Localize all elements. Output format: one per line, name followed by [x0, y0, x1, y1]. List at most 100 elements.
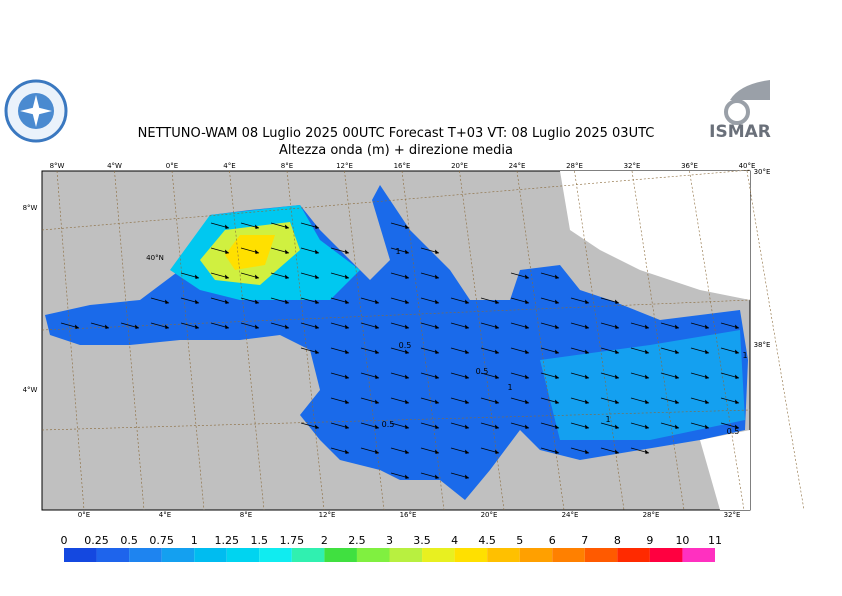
arrow-head — [645, 374, 649, 379]
arrow-head — [345, 299, 349, 304]
arrow-head — [435, 449, 439, 454]
arrow-head — [435, 399, 439, 404]
graticule-line — [171, 170, 205, 511]
arrow-head — [615, 349, 619, 354]
arrow-head — [405, 249, 409, 254]
arrow-head — [735, 374, 739, 379]
arrow-head — [675, 324, 679, 329]
legend-swatch — [194, 548, 227, 562]
arrow-head — [465, 399, 469, 404]
graticule-label: 40°N — [146, 254, 164, 262]
arrow-head — [435, 424, 439, 429]
arrow-head — [555, 299, 559, 304]
arrow-head — [585, 399, 589, 404]
arrow-head — [105, 324, 109, 329]
arrow-head — [465, 424, 469, 429]
legend-label: 9 — [646, 534, 653, 547]
contour-label: 0.5 — [476, 367, 489, 376]
legend-label: 0 — [61, 534, 68, 547]
arrow-head — [255, 249, 259, 254]
arrow-head — [495, 399, 499, 404]
arrow-head — [555, 399, 559, 404]
arrow-head — [375, 399, 379, 404]
arrow-head — [435, 299, 439, 304]
arrow-head — [315, 349, 319, 354]
graticule-label: 28°E — [566, 162, 583, 170]
arrow-head — [735, 424, 739, 429]
arrow-head — [495, 449, 499, 454]
arrow-head — [255, 224, 259, 229]
graticule-label: 4°E — [223, 162, 235, 170]
arrow-head — [255, 274, 259, 279]
arrow-head — [285, 324, 289, 329]
arrow-head — [345, 249, 349, 254]
graticule-label: 12°E — [336, 162, 353, 170]
direction-arrows — [41, 169, 805, 511]
legend-label: 1 — [191, 534, 198, 547]
arrow-head — [345, 274, 349, 279]
arrow-head — [525, 274, 529, 279]
arrow-head — [675, 349, 679, 354]
graticule-line — [344, 170, 385, 511]
arrow-head — [615, 374, 619, 379]
contour-label: 1 — [605, 415, 610, 424]
arrow-head — [585, 324, 589, 329]
arrow-head — [405, 374, 409, 379]
graticule-label: 4°E — [159, 511, 171, 519]
map-title: NETTUNO-WAM 08 Luglio 2025 00UTC Forecas… — [138, 126, 655, 141]
arrow-head — [255, 299, 259, 304]
arrow-head — [135, 324, 139, 329]
arrow-head — [645, 399, 649, 404]
graticule-line — [229, 170, 265, 511]
graticule-label: 20°E — [451, 162, 468, 170]
arrow-head — [585, 349, 589, 354]
arrow-head — [375, 324, 379, 329]
arrow-head — [345, 399, 349, 404]
graticule-line — [286, 170, 325, 511]
arrow-head — [345, 449, 349, 454]
legend-label: 1.5 — [251, 534, 269, 547]
arrow-head — [315, 324, 319, 329]
arrow-head — [495, 374, 499, 379]
arrow-head — [705, 374, 709, 379]
arrow-head — [255, 324, 259, 329]
arrow-head — [285, 224, 289, 229]
legend-swatch — [389, 548, 423, 562]
arrow-head — [585, 449, 589, 454]
arrow-head — [195, 299, 199, 304]
arrow-head — [525, 324, 529, 329]
arrow-head — [345, 349, 349, 354]
arrow-head — [495, 324, 499, 329]
legend-swatch — [129, 548, 162, 562]
graticule-label: 8°W — [23, 204, 38, 212]
arrow-head — [525, 424, 529, 429]
arrow-head — [195, 324, 199, 329]
contour-label: 0.5 — [382, 420, 395, 429]
legend-swatch — [649, 548, 683, 562]
legend-swatch — [96, 548, 130, 562]
legend-label: 2.5 — [348, 534, 366, 547]
arrow-head — [615, 399, 619, 404]
legend-label: 3 — [386, 534, 393, 547]
arrow-head — [435, 349, 439, 354]
arrow-head — [405, 224, 409, 229]
legend-swatch — [356, 548, 390, 562]
arrow-head — [435, 374, 439, 379]
arrow-head — [405, 349, 409, 354]
graticule-label: 32°E — [724, 511, 741, 519]
arrow-head — [405, 274, 409, 279]
arrow-head — [675, 424, 679, 429]
legend-swatch — [259, 548, 292, 562]
arrow-head — [555, 424, 559, 429]
arrow-head — [345, 424, 349, 429]
arrow-head — [645, 449, 649, 454]
arrow-head — [405, 449, 409, 454]
logo-right: ISMAR — [709, 79, 771, 142]
legend-label: 8 — [614, 534, 621, 547]
arrow-head — [465, 299, 469, 304]
arrow-head — [315, 249, 319, 254]
arrow-head — [555, 349, 559, 354]
legend-label: 0.25 — [84, 534, 109, 547]
legend-swatch — [682, 548, 715, 562]
arrow-head — [615, 324, 619, 329]
